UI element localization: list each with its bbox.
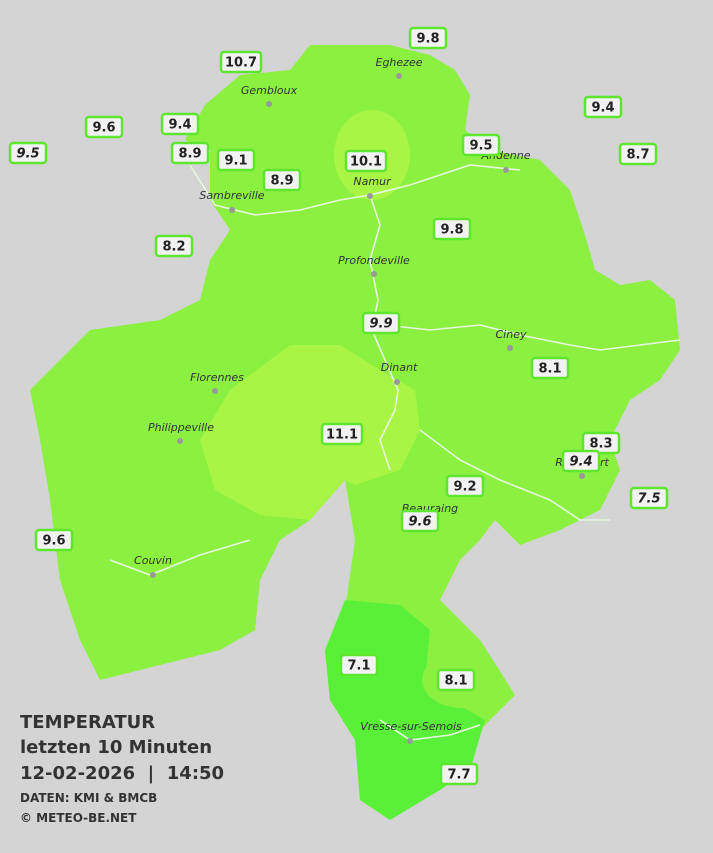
town-name: Florennes	[190, 371, 244, 384]
town-dot	[407, 738, 413, 744]
town-name: Dinant	[381, 361, 418, 374]
town-name: Namur	[353, 175, 392, 188]
town-name: Profondeville	[338, 254, 410, 267]
station-temp: 9.8	[440, 223, 463, 238]
station-temp: 9.6	[92, 121, 115, 136]
station-temp: 9.8	[416, 32, 439, 47]
station-box	[34, 528, 74, 552]
station-box	[170, 141, 210, 165]
town-name: Couvin	[134, 554, 172, 567]
station-temp: 7.7	[447, 768, 470, 783]
station-temp: 9.5	[469, 139, 492, 154]
town-dot	[229, 207, 235, 213]
town-dot	[507, 345, 513, 351]
legend-datetime: 12-02-2026 | 14:50	[20, 763, 225, 784]
town-name: Gembloux	[241, 84, 298, 97]
station-temp: 9.9	[369, 317, 392, 332]
station-temp: 9.4	[591, 101, 614, 116]
station-temp: 7.5	[637, 492, 660, 507]
station-box	[436, 668, 476, 692]
town-name: Vresse-sur-Semois	[360, 720, 462, 733]
station-temp: 8.2	[162, 240, 185, 255]
station-box	[216, 148, 256, 172]
town-dot	[579, 473, 585, 479]
town-name: Eghezee	[376, 56, 423, 69]
station-box	[160, 112, 200, 136]
town-name: Philippeville	[148, 421, 214, 434]
station-box	[344, 149, 388, 173]
station-box	[581, 431, 621, 455]
station-temp: 8.9	[178, 147, 201, 162]
station-box	[461, 133, 501, 157]
legend-title: TEMPERATUR	[20, 712, 156, 733]
station-temp: 9.6	[408, 515, 431, 530]
station-box	[439, 762, 479, 786]
station-box	[432, 217, 472, 241]
town-dot	[394, 379, 400, 385]
legend-source: DATEN: KMI & BMCB	[20, 791, 158, 805]
station-temp: 7.1	[347, 659, 370, 674]
station-box	[339, 653, 379, 677]
town-name: Ciney	[496, 328, 527, 341]
town-dot	[371, 271, 377, 277]
station-temp: 9.5	[16, 147, 39, 162]
town-dot	[177, 438, 183, 444]
station-box	[320, 422, 364, 446]
town-dot	[150, 572, 156, 578]
station-box	[361, 311, 401, 335]
station-temp: 8.1	[538, 362, 561, 377]
town-dot	[503, 167, 509, 173]
rivers	[109, 164, 681, 741]
station-box	[561, 449, 601, 473]
station-temp: 8.3	[589, 437, 612, 452]
station-box	[530, 356, 570, 380]
town-dot	[396, 73, 402, 79]
station-temp: 9.2	[453, 480, 476, 495]
legend-period: letzten 10 Minuten	[20, 737, 213, 758]
station-box	[8, 141, 48, 165]
station-box	[629, 486, 669, 510]
town-dot	[212, 388, 218, 394]
station-box	[262, 168, 302, 192]
station-box	[583, 95, 623, 119]
station-temp: 11.1	[326, 428, 358, 443]
station-temp: 8.1	[444, 674, 467, 689]
town-dot	[367, 193, 373, 199]
station-temp: 8.9	[270, 174, 293, 189]
town-name: Sambreville	[199, 189, 264, 202]
station-box	[84, 115, 124, 139]
station-box	[618, 142, 658, 166]
town-dot	[266, 101, 272, 107]
station-temp: 10.7	[225, 56, 257, 71]
station-temp: 9.1	[224, 154, 247, 169]
station-box	[154, 234, 194, 258]
station-temp: 9.4	[168, 118, 191, 133]
station-box	[408, 26, 448, 50]
warm-zone	[200, 345, 420, 520]
station-box	[219, 50, 263, 74]
station-temp: 9.4	[569, 455, 592, 470]
legend-copyright: © METEO-BE.NET	[20, 811, 137, 825]
station-temp: 10.1	[350, 155, 382, 170]
station-temp: 9.6	[42, 534, 65, 549]
station-box	[445, 474, 485, 498]
station-temp: 8.7	[626, 148, 649, 163]
station-box	[400, 509, 440, 533]
